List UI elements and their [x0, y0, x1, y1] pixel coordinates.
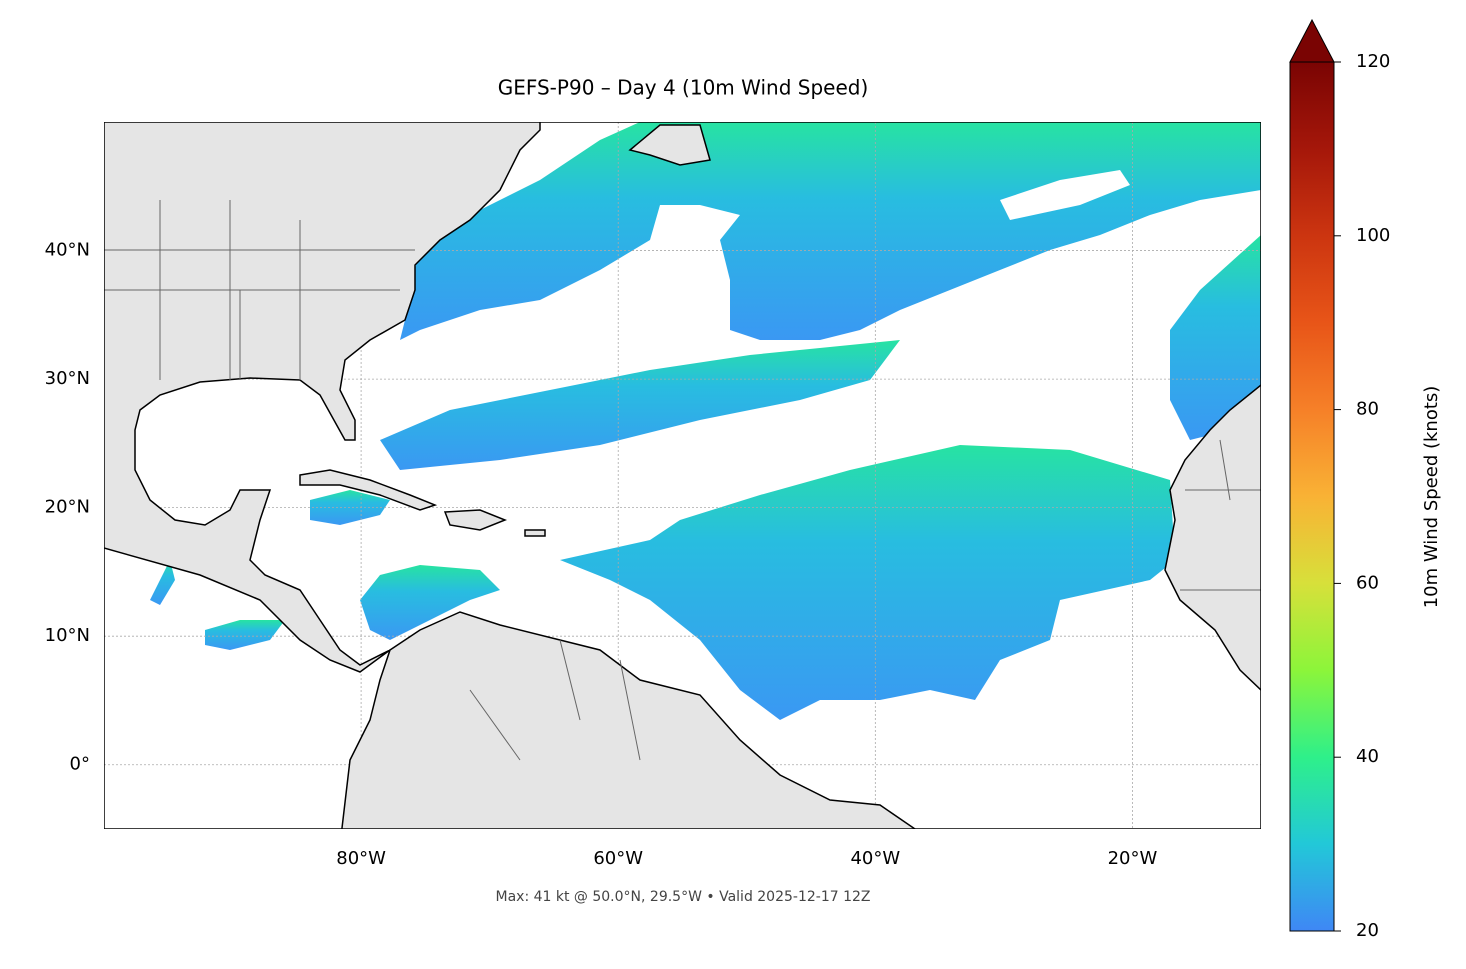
- colorbar: 10m Wind Speed (knots) 20 40 60 80 100 120: [1289, 18, 1442, 941]
- wind-field: [150, 122, 1261, 720]
- y-tick-label: 20°N: [45, 497, 90, 518]
- y-tick-label: 10°N: [45, 625, 90, 646]
- colorbar-tick-label: 60: [1356, 572, 1379, 593]
- x-tick-label: 20°W: [1108, 848, 1158, 869]
- x-tick-label: 60°W: [593, 848, 643, 869]
- y-tick-label: 40°N: [45, 240, 90, 261]
- y-tick-label: 30°N: [45, 368, 90, 389]
- axes: 80°W 60°W 40°W 20°W 0° 10°N 20°N 30°N 40°N: [45, 240, 1158, 869]
- colorbar-scale: [1289, 61, 1335, 932]
- colorbar-tick-label: 20: [1356, 920, 1379, 941]
- footer-note: Max: 41 kt @ 50.0°N, 29.5°W • Valid 2025…: [496, 889, 871, 905]
- map-area: [104, 122, 1261, 829]
- colorbar-tick-label: 120: [1356, 51, 1390, 72]
- y-tick-label: 0°: [70, 754, 90, 775]
- colorbar-extend-arrow: [1289, 18, 1335, 63]
- x-tick-label: 80°W: [336, 848, 386, 869]
- chart-title: GEFS-P90 – Day 4 (10m Wind Speed): [498, 76, 869, 100]
- x-tick-label: 40°W: [850, 848, 900, 869]
- colorbar-tick-label: 80: [1356, 399, 1379, 420]
- colorbar-tick-label: 100: [1356, 225, 1390, 246]
- land: [104, 122, 1261, 829]
- colorbar-label: 10m Wind Speed (knots): [1421, 386, 1442, 609]
- colorbar-tick-label: 40: [1356, 746, 1379, 767]
